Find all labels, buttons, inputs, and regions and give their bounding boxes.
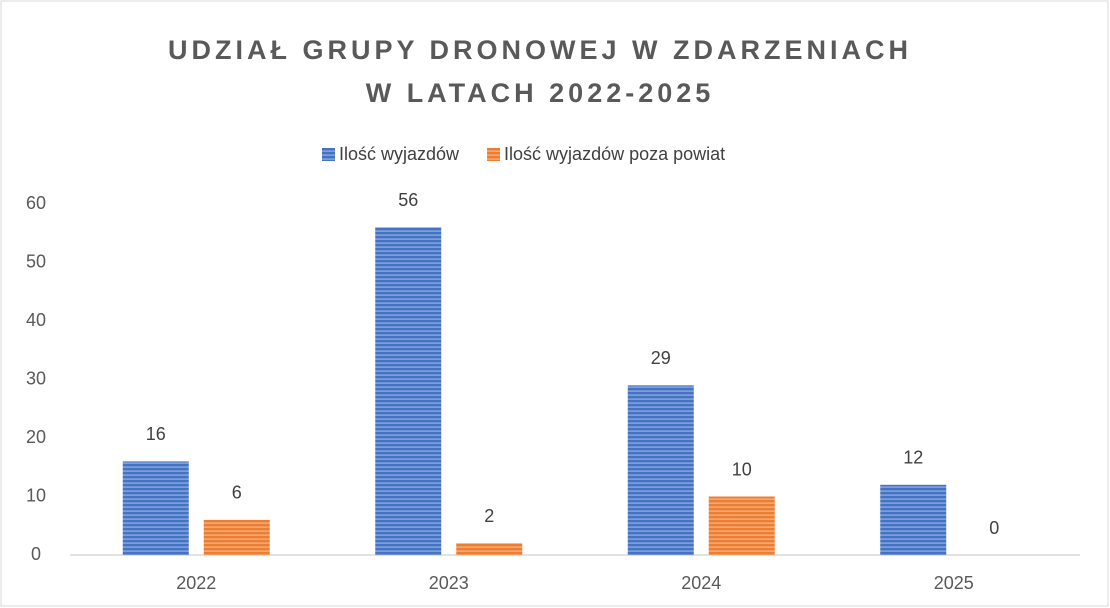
bar	[375, 227, 442, 555]
x-tick-label: 2025	[934, 573, 974, 593]
y-tick-label: 40	[26, 310, 46, 330]
data-label: 56	[398, 190, 418, 210]
data-label: 12	[903, 448, 923, 468]
data-label: 2	[484, 506, 494, 526]
data-label: 16	[146, 424, 166, 444]
x-tick-label: 2022	[176, 573, 216, 593]
legend-label: Ilość wyjazdów	[339, 144, 460, 164]
chart-title: W LATACH 2022-2025	[366, 78, 715, 108]
legend-label: Ilość wyjazdów poza powiat	[504, 144, 725, 164]
data-label: 10	[732, 459, 752, 479]
legend-swatch	[487, 148, 501, 161]
bar	[456, 543, 523, 555]
y-tick-label: 30	[26, 368, 46, 388]
y-tick-label: 50	[26, 251, 46, 271]
x-tick-label: 2024	[681, 573, 721, 593]
legend-swatch	[322, 148, 335, 161]
y-tick-label: 10	[26, 485, 46, 505]
data-label: 29	[651, 348, 671, 368]
bar	[627, 385, 694, 555]
y-tick-label: 60	[26, 193, 46, 213]
y-tick-label: 0	[31, 544, 41, 564]
data-label: 0	[989, 518, 999, 538]
bar	[880, 484, 947, 555]
bar	[122, 461, 189, 555]
chart-title: UDZIAŁ GRUPY DRONOWEJ W ZDARZENIACH	[168, 35, 912, 65]
y-tick-label: 20	[26, 427, 46, 447]
data-label: 6	[232, 483, 242, 503]
bar	[708, 496, 775, 555]
x-tick-label: 2023	[429, 573, 469, 593]
bar	[203, 519, 270, 555]
